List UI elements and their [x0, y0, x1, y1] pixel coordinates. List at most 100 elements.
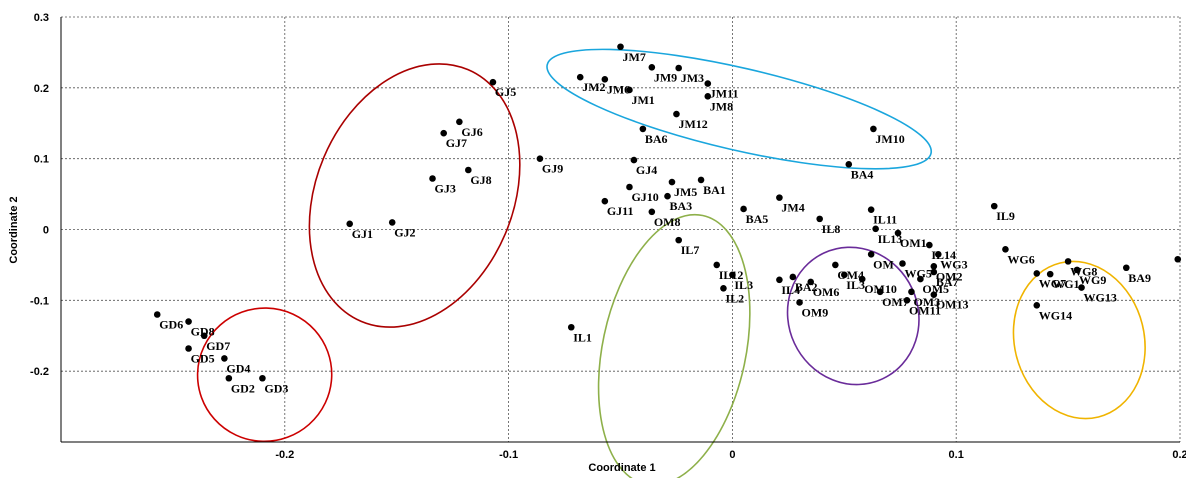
point-label: WG1 — [1052, 277, 1079, 291]
point-label: OM8 — [654, 215, 681, 229]
point-label: IL1 — [573, 330, 592, 344]
data-point — [1046, 270, 1054, 278]
data-points — [153, 43, 1182, 382]
data-point — [796, 299, 803, 306]
point-label: GD6 — [159, 318, 183, 332]
data-point — [917, 275, 924, 283]
data-point — [465, 166, 472, 174]
data-point — [668, 178, 676, 186]
point-label: GJ5 — [495, 85, 516, 99]
point-label: OM10 — [864, 282, 897, 296]
point-label: WG3 — [940, 257, 967, 271]
data-point — [832, 261, 839, 269]
data-point — [908, 288, 915, 296]
point-label: BA3 — [669, 199, 692, 213]
point-label: JM3 — [681, 71, 704, 85]
data-point — [567, 323, 575, 331]
data-point — [867, 250, 875, 258]
point-label: JM7 — [623, 50, 646, 64]
point-label: IL11 — [873, 213, 897, 227]
cluster-ellipse — [196, 307, 333, 443]
data-point — [876, 288, 884, 296]
point-label: GD7 — [206, 339, 230, 353]
point-label: IL14 — [931, 248, 956, 262]
data-point — [894, 229, 902, 237]
cluster-ellipse — [308, 63, 521, 328]
point-label: WG6 — [1007, 252, 1034, 266]
data-point — [626, 86, 633, 94]
data-point — [1073, 266, 1081, 274]
y-axis-label: Coordinate 2 — [8, 196, 20, 263]
data-point — [720, 284, 727, 292]
data-point — [1122, 264, 1130, 272]
point-label: JM11 — [710, 87, 739, 101]
point-label: BA5 — [746, 212, 769, 226]
point-label: OM11 — [909, 303, 941, 317]
point-label: OM2 — [936, 269, 963, 283]
data-point — [1033, 270, 1041, 277]
data-point — [200, 332, 208, 340]
data-point — [713, 261, 721, 269]
data-point — [930, 263, 938, 270]
data-point — [899, 260, 906, 267]
point-label: IL9 — [996, 209, 1015, 223]
point-label: GJ9 — [542, 162, 563, 176]
data-point — [872, 225, 879, 233]
y-tick-label: -0.2 — [30, 366, 49, 378]
data-point — [440, 129, 447, 137]
data-point — [841, 271, 848, 279]
point-label: OM — [873, 257, 894, 271]
data-point — [153, 311, 161, 318]
data-point — [648, 63, 656, 71]
y-tick-label: 0 — [43, 225, 49, 237]
point-label: OM4 — [837, 268, 864, 282]
point-label: BA2 — [795, 280, 818, 294]
axes: -0.2 -0.1 0 0.1 0.2 0.3 0.2 0.1 0 -0.1 -0.2 — [30, 12, 1186, 461]
data-point — [185, 318, 192, 325]
point-label: GJ11 — [607, 204, 634, 218]
y-tick-label: 0.3 — [34, 12, 49, 24]
point-label: IL12 — [719, 268, 744, 282]
point-label: OM9 — [802, 305, 829, 319]
data-point — [776, 276, 783, 284]
data-point — [930, 291, 938, 298]
data-point — [934, 250, 942, 258]
point-label: JM10 — [875, 132, 904, 146]
data-point — [729, 271, 736, 279]
data-point — [626, 183, 633, 191]
point-label: WG14 — [1039, 308, 1072, 322]
point-label: WG7 — [1039, 276, 1066, 290]
data-point — [489, 78, 497, 86]
y-tick-label: 0.2 — [34, 83, 49, 95]
data-point — [930, 268, 938, 276]
cluster-ellipse — [1012, 260, 1146, 420]
data-point — [536, 155, 544, 162]
x-tick-label: -0.2 — [275, 449, 294, 461]
data-point — [858, 275, 866, 283]
data-point — [1078, 284, 1085, 291]
data-point — [990, 202, 998, 210]
cluster-ellipse — [786, 246, 920, 386]
cluster-ellipse — [546, 48, 933, 170]
point-label: IL13 — [878, 232, 903, 246]
point-label: IL7 — [681, 243, 700, 257]
point-label: WG13 — [1084, 291, 1117, 305]
data-point — [601, 197, 609, 205]
gridlines — [61, 16, 1181, 442]
data-point — [630, 156, 638, 164]
point-label: GJ3 — [435, 182, 456, 196]
point-label: IL3 — [846, 278, 865, 292]
data-point — [1002, 246, 1009, 253]
point-label: IL4 — [781, 283, 800, 297]
point-label: GJ6 — [461, 125, 482, 139]
x-axis-label: Coordinate 1 — [588, 462, 655, 474]
point-label: IL3 — [734, 278, 753, 292]
data-point — [664, 192, 671, 200]
point-label: OM6 — [813, 285, 840, 299]
data-point — [816, 215, 823, 223]
point-label: OM13 — [936, 298, 969, 312]
data-point — [807, 278, 815, 286]
data-point — [639, 125, 647, 133]
data-point — [1174, 255, 1182, 263]
point-label: GJ8 — [470, 173, 491, 187]
